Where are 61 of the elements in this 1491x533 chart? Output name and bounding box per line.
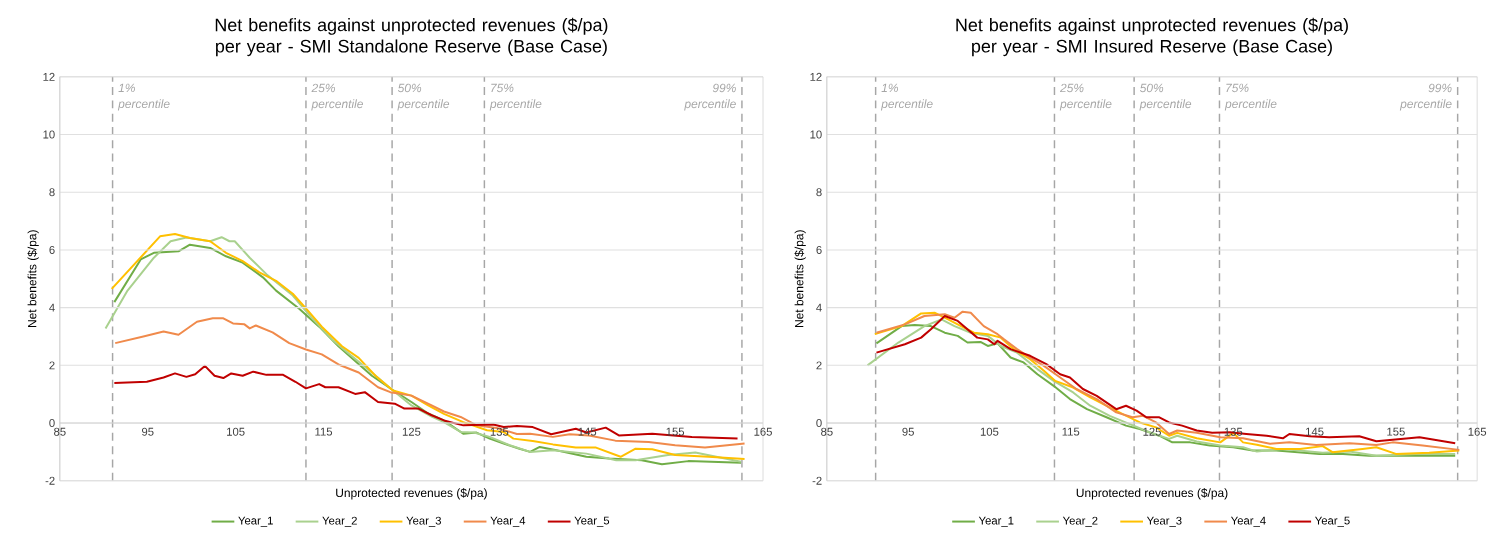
ref-line-label: 25% percentile [1059,83,1112,111]
legend-label: Year_4 [490,516,526,527]
ref-line-label: 1% percentile [117,83,170,111]
x-tick-label: 155 [1387,427,1405,436]
ref-line-label: 1% percentile [880,83,933,111]
x-tick-label: 105 [980,427,999,436]
x-tick-label: 135 [1224,427,1243,436]
x-axis-title: Unprotected revenues ($/pa) [1076,488,1228,500]
legend-label: Year_4 [1230,516,1266,527]
legend-label: Year_1 [238,516,273,527]
ref-line-label: 75% percentile [489,83,542,111]
x-tick-label: 85 [54,427,66,436]
y-axis-title: Net benefits ($/pa) [794,230,806,328]
legend-label: Year_1 [978,516,1014,527]
y-tick-label: 2 [49,361,55,370]
x-tick-label: 165 [754,427,772,436]
line-series [114,317,746,449]
ref-line-label: 50% percentile [397,83,450,111]
y-tick-label: 10 [43,130,55,139]
legend-label: Year_2 [322,516,357,527]
x-tick-label: 125 [402,427,421,436]
y-tick-label: 6 [816,246,822,255]
x-tick-label: 115 [315,427,333,436]
y-tick-label: 0 [49,419,55,428]
x-tick-label: 135 [490,427,509,436]
ref-line-label: 99% percentile [684,83,736,111]
ref-line-label: 75% percentile [1224,83,1277,111]
y-tick-label: -2 [45,476,55,485]
y-tick-label: 4 [49,303,55,312]
y-tick-label: 12 [43,73,55,81]
x-tick-label: 155 [666,427,685,436]
x-tick-label: 145 [1306,427,1324,436]
legend-label: Year_5 [1315,516,1350,527]
y-axis-title: Net benefits ($/pa) [27,230,39,328]
x-tick-label: 105 [227,427,245,436]
x-axis-title: Unprotected revenues ($/pa) [336,488,487,500]
x-tick-label: 95 [141,427,154,436]
ref-line-label: 50% percentile [1139,83,1192,111]
x-tick-label: 145 [578,427,597,436]
x-tick-label: 95 [902,427,914,436]
chart-title: Net benefits against unprotected revenues ($/pa) per year - SMI Insured Reserve (Base Case) [956,18,1348,57]
line-series [113,365,739,440]
y-tick-label: 12 [810,73,822,81]
x-tick-label: 165 [1468,427,1487,436]
legend-label: Year_5 [574,516,610,527]
chart-title: Net benefits against unprotected revenues ($/pa) per year - SMI Standalone Reserve (Base Case) [215,18,608,57]
y-tick-label: -2 [812,476,822,485]
legend-label: Year_3 [1146,516,1182,527]
y-tick-label: 8 [816,188,822,197]
ref-line-label: 25% percentile [311,83,363,111]
y-tick-label: 8 [49,188,55,197]
legend-label: Year_3 [406,516,441,527]
ref-line-label: 99% percentile [1399,83,1452,111]
legend-label: Year_2 [1062,516,1098,527]
y-tick-label: 0 [816,419,822,428]
y-tick-label: 10 [810,130,822,139]
y-tick-label: 6 [49,246,55,255]
x-tick-label: 115 [1062,427,1080,436]
y-tick-label: 2 [816,361,822,370]
y-tick-label: 4 [816,303,822,312]
x-tick-label: 85 [821,427,833,436]
